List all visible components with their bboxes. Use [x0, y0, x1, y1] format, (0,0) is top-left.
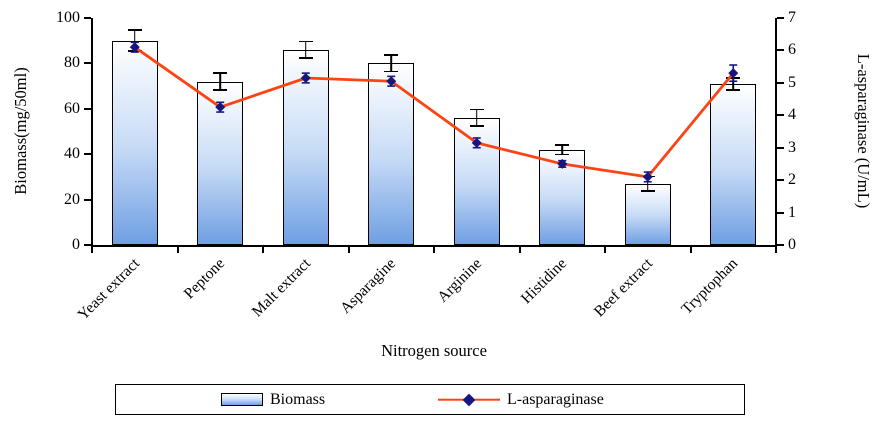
y-axis-right-tick	[777, 49, 784, 52]
line-marker-diamond	[300, 72, 311, 83]
y-axis-left-tick-label: 80	[64, 54, 80, 72]
x-axis-title: Nitrogen source	[381, 341, 487, 360]
bar-error-bar-histidine	[555, 143, 570, 156]
y-axis-left-tick-label: 20	[64, 190, 80, 208]
error-bar-line	[475, 108, 478, 127]
y-axis-left-tick	[84, 107, 91, 110]
y-axis-right-tick-label: 2	[788, 171, 796, 189]
legend: Biomass L-asparaginase	[115, 384, 745, 415]
y-axis-right-tick	[777, 114, 784, 117]
error-bar-cap-bottom	[640, 190, 655, 192]
y-axis-right-tick	[777, 211, 784, 214]
y-axis-left-tick	[84, 153, 91, 156]
error-bar-cap-top	[384, 54, 399, 56]
bar-yeast-extract	[111, 40, 158, 245]
bar-error-bar-asparagine	[384, 54, 399, 73]
line-marker-diamond	[129, 42, 140, 53]
y-axis-title-right: L-asparaginase (U/mL)	[854, 53, 873, 209]
line-marker-diamond	[471, 137, 482, 148]
y-axis-left-tick	[84, 244, 91, 246]
error-bar-cap-bottom	[469, 125, 484, 127]
bar-error-bar-malt-extract	[298, 40, 313, 59]
biomass-bar-swatch	[221, 393, 263, 406]
bar-error-bar-peptone	[213, 72, 228, 91]
bar-arginine	[453, 117, 500, 245]
y-axis-right-tick-label: 3	[788, 138, 796, 156]
error-bar-cap-bottom	[384, 70, 399, 73]
legend-label-l-asparaginase: L-asparaginase	[507, 390, 604, 408]
l-asparaginase-line-swatch	[438, 393, 500, 406]
x-axis-tick	[689, 245, 692, 253]
error-bar-line	[646, 175, 649, 192]
y-axis-left-tick-label: 0	[72, 236, 80, 253]
x-axis-tick	[433, 245, 435, 253]
error-bar-cap-bottom	[213, 89, 228, 91]
x-axis-tick	[176, 245, 179, 253]
line-marker-diamond	[728, 68, 739, 79]
y-axis-right-tick-label: 7	[788, 9, 796, 26]
error-bar-line	[390, 54, 393, 73]
y-axis-left-tick-label: 60	[64, 99, 80, 117]
y-axis-right-tick	[777, 179, 784, 182]
y-axis-right-tick	[777, 81, 784, 84]
y-axis-right-tick	[777, 17, 784, 19]
line-marker-diamond	[557, 158, 568, 169]
legend-item-l-asparaginase: L-asparaginase	[438, 391, 604, 409]
line-marker-diamond	[386, 76, 397, 87]
error-bar-cap-top	[127, 29, 142, 31]
bar-beef-extract	[624, 183, 671, 245]
x-axis-tick	[347, 245, 350, 253]
l-asparaginase-line	[133, 46, 735, 179]
error-bar-cap-bottom	[555, 153, 570, 156]
y-axis-left-tick	[84, 62, 91, 65]
x-axis-tick	[604, 245, 606, 253]
line-marker-diamond	[642, 171, 653, 182]
error-bar-line	[219, 72, 222, 91]
y-axis-right-tick	[777, 244, 784, 246]
bar-tryptophan	[710, 83, 757, 245]
error-bar-line	[304, 40, 307, 59]
x-axis-tick	[262, 245, 264, 253]
error-bar-cap-top	[298, 40, 313, 43]
legend-label-biomass: Biomass	[270, 390, 326, 408]
y-axis-left-line	[91, 18, 93, 247]
y-axis-left-tick-label: 40	[64, 145, 80, 163]
x-axis-tick	[518, 245, 521, 253]
y-axis-right-tick-label: 0	[788, 236, 796, 253]
error-bar-cap-bottom	[298, 57, 313, 59]
error-bar-cap-top	[469, 108, 484, 111]
y-axis-right-tick	[777, 146, 784, 149]
error-bar-line	[561, 143, 564, 156]
y-axis-right-tick-label: 6	[788, 41, 796, 59]
line-marker-diamond	[215, 102, 226, 113]
legend-item-biomass: Biomass	[221, 391, 325, 409]
y-axis-right-line	[775, 18, 777, 247]
y-axis-right-tick-label: 1	[788, 203, 796, 221]
error-bar-cap-bottom	[726, 89, 741, 91]
y-axis-title-left: Biomass(mg/50ml)	[11, 67, 30, 195]
y-axis-right-tick-label: 5	[788, 73, 796, 91]
y-axis-right-tick-label: 4	[788, 106, 796, 124]
bar-error-bar-arginine	[469, 108, 484, 127]
error-bar-cap-top	[213, 72, 228, 75]
legend-diamond-marker-icon	[462, 393, 476, 406]
y-axis-left-tick	[84, 198, 91, 201]
y-axis-left-tick	[84, 17, 91, 19]
x-axis-tick	[775, 245, 777, 253]
x-axis-tick	[91, 245, 93, 253]
error-bar-cap-top	[555, 143, 570, 146]
error-bar-line	[133, 29, 136, 53]
y-axis-left-tick-label: 100	[56, 9, 80, 26]
error-bar-line	[732, 77, 735, 91]
